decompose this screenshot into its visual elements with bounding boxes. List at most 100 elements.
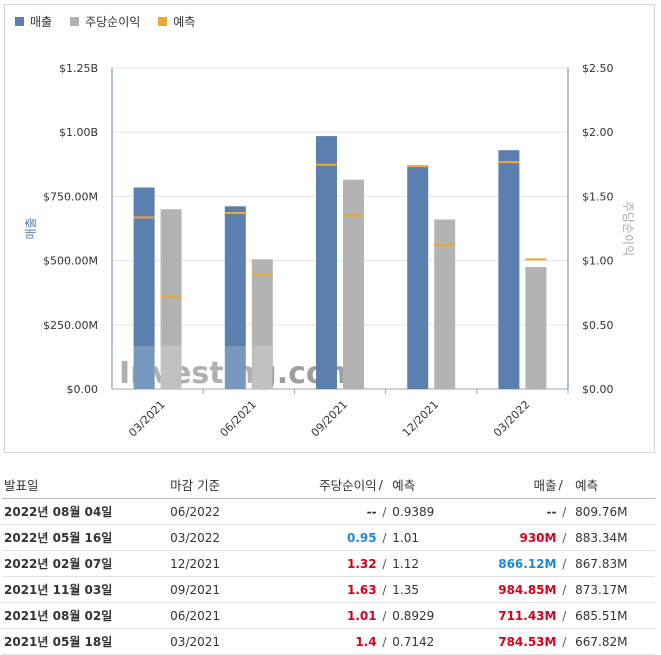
row-sep: / xyxy=(557,524,572,551)
row-revenue: 866.12M xyxy=(466,550,558,577)
row-date: 2021년 08월 02일 xyxy=(2,602,170,629)
legend-swatch-revenue xyxy=(15,17,24,26)
row-date: 2022년 08월 04일 xyxy=(2,498,170,525)
row-revenue-forecast: 867.83M xyxy=(571,550,655,577)
header-sep-2: / xyxy=(557,470,572,499)
table-row: 2021년 11월 03일 09/2021 1.63/1.35 984.85M/873… xyxy=(2,576,655,603)
eps-bar xyxy=(160,209,182,389)
x-tick-label: 09/2021 xyxy=(309,398,351,440)
row-sep: / xyxy=(377,498,392,525)
row-eps: 1.01 xyxy=(288,602,378,629)
revenue-bar xyxy=(407,166,429,389)
row-eps-forecast: 0.8929 xyxy=(391,602,467,629)
revenue-bar xyxy=(316,136,337,389)
row-period: 09/2021 xyxy=(169,576,289,603)
row-eps: -- xyxy=(288,498,378,525)
legend-swatch-forecast xyxy=(158,17,168,26)
chart-plot-svg: $0.00 $0.00 $250.00M $0.50 $500.00M $1.00 $750… xyxy=(24,62,635,440)
row-period: 03/2021 xyxy=(169,628,289,655)
header-revenue[interactable]: 매출 xyxy=(466,470,558,499)
row-revenue: -- xyxy=(466,498,558,525)
x-tick-label: 03/2022 xyxy=(491,398,533,440)
y2-axis-title: 주당순이익 xyxy=(621,201,635,256)
y2-tick-label: $2.00 xyxy=(582,126,614,139)
header-revenue-forecast[interactable]: 예측 xyxy=(571,470,655,499)
row-sep: / xyxy=(377,524,392,551)
header-period[interactable]: 마감 기준 xyxy=(169,470,289,499)
row-date: 2021년 05월 18일 xyxy=(2,628,170,655)
y2-tick-label: $0.50 xyxy=(582,319,614,332)
row-eps: 0.95 xyxy=(288,524,378,551)
y-tick-label: $500.00M xyxy=(43,255,98,268)
row-eps-forecast: 0.9389 xyxy=(391,498,467,525)
revenue-bar xyxy=(133,187,155,389)
header-date[interactable]: 발표일 xyxy=(2,470,170,499)
table-header-row: 발표일 마감 기준 주당순이익 / 예측 매출 / 예측 xyxy=(2,470,655,499)
row-revenue-forecast: 873.17M xyxy=(571,576,655,603)
row-sep: / xyxy=(557,498,572,525)
row-eps-forecast: 1.01 xyxy=(391,524,467,551)
row-sep: / xyxy=(557,576,572,603)
legend-swatch-eps xyxy=(70,17,80,26)
legend-item-eps[interactable]: 주당순이익 xyxy=(70,13,140,30)
y2-tick-label: $1.00 xyxy=(582,255,614,268)
x-tick-label: 12/2021 xyxy=(400,398,442,440)
row-revenue: 784.53M xyxy=(466,628,558,655)
row-sep: / xyxy=(557,550,572,577)
row-eps-forecast: 1.12 xyxy=(391,550,467,577)
legend-label-forecast: 예측 xyxy=(173,15,196,29)
row-sep: / xyxy=(377,550,392,577)
row-date: 2021년 11월 03일 xyxy=(2,576,170,603)
header-eps[interactable]: 주당순이익 xyxy=(288,470,378,499)
chart-legend: 매출 주당순이익 예측 xyxy=(15,13,195,30)
earnings-chart: 매출 주당순이익 예측 $0.00 $0.00 $250.00M $0.50 $500.… xyxy=(4,4,655,453)
y2-tick-label: $1.50 xyxy=(582,190,614,203)
row-revenue-forecast: 883.34M xyxy=(571,524,655,551)
y-tick-label: $250.00M xyxy=(43,319,98,332)
y-tick-label: $1.00B xyxy=(59,126,98,139)
eps-bar xyxy=(251,259,273,389)
row-period: 03/2022 xyxy=(169,524,289,551)
row-period: 06/2021 xyxy=(169,602,289,629)
eps-bar xyxy=(434,219,456,389)
table-row: 2021년 08월 02일 06/2021 1.01/0.8929 711.43M/6… xyxy=(2,602,655,629)
header-eps-forecast[interactable]: 예측 xyxy=(391,470,467,499)
row-eps-forecast: 1.35 xyxy=(391,576,467,603)
x-tick-label: 03/2021 xyxy=(126,398,168,440)
legend-label-eps: 주당순이익 xyxy=(85,15,141,29)
revenue-bar xyxy=(498,150,520,389)
row-period: 12/2021 xyxy=(169,550,289,577)
row-sep: / xyxy=(377,628,392,655)
legend-item-forecast[interactable]: 예측 xyxy=(158,13,195,30)
earnings-table: 발표일 마감 기준 주당순이익 / 예측 매출 / 예측 2022년 08월 0… xyxy=(2,470,655,655)
row-date: 2022년 02월 07일 xyxy=(2,550,170,577)
row-revenue: 711.43M xyxy=(466,602,558,629)
eps-bar xyxy=(343,179,364,389)
row-revenue-forecast: 809.76M xyxy=(571,498,655,525)
row-eps: 1.32 xyxy=(288,550,378,577)
legend-item-revenue[interactable]: 매출 xyxy=(15,13,52,30)
row-revenue-forecast: 667.82M xyxy=(571,628,655,655)
table-row: 2022년 05월 16일 03/2022 0.95/1.01 930M/883.34… xyxy=(2,524,655,551)
y-tick-label: $750.00M xyxy=(43,190,98,203)
y-tick-label: $0.00 xyxy=(67,383,99,396)
row-sep: / xyxy=(557,602,572,629)
table-row: 2021년 05월 18일 03/2021 1.4/0.7142 784.53M/66… xyxy=(2,628,655,655)
row-eps: 1.63 xyxy=(288,576,378,603)
row-date: 2022년 05월 16일 xyxy=(2,524,170,551)
watermark-overlay xyxy=(112,346,272,389)
legend-label-revenue: 매출 xyxy=(30,15,53,29)
row-sep: / xyxy=(377,602,392,629)
y-axis-title: 매출 xyxy=(24,217,38,239)
header-sep-1: / xyxy=(377,470,392,499)
row-eps: 1.4 xyxy=(288,628,378,655)
row-sep: / xyxy=(557,628,572,655)
y2-tick-label: $2.50 xyxy=(582,62,614,75)
row-eps-forecast: 0.7142 xyxy=(391,628,467,655)
table-row: 2022년 08월 04일 06/2022 --/0.9389 --/809.76M xyxy=(2,498,655,525)
row-sep: / xyxy=(377,576,392,603)
row-period: 06/2022 xyxy=(169,498,289,525)
eps-bar xyxy=(525,267,547,389)
row-revenue-forecast: 685.51M xyxy=(571,602,655,629)
row-revenue: 984.85M xyxy=(466,576,558,603)
